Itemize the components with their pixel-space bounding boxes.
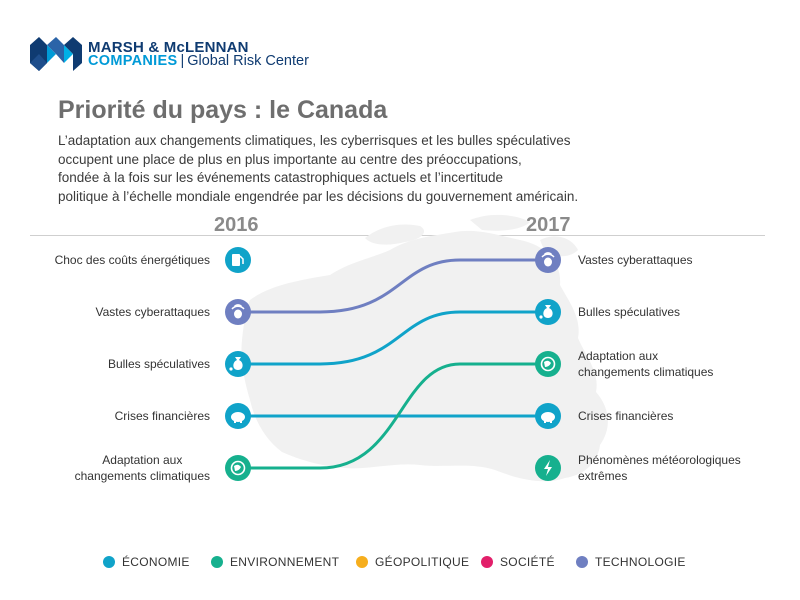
left-rank-label: Bulles spéculatives [108, 356, 210, 372]
legend-item-societe: SOCIÉTÉ [481, 553, 555, 571]
rank-label-line: Vastes cyberattaques [578, 253, 693, 267]
legend-label: GÉOPOLITIQUE [375, 555, 470, 569]
rank-link-line [238, 362, 548, 470]
left-rank-label: Vastes cyberattaques [95, 304, 210, 320]
left-rank-label: Crises financières [115, 408, 210, 424]
left-rank-label: Choc des coûts énergétiques [55, 252, 210, 268]
rank-link-line [238, 258, 548, 314]
logo-text-line1: MARSH & McLENNAN [88, 39, 249, 56]
year-label-right: 2017 [526, 214, 571, 236]
legend: ÉCONOMIE ENVIRONNEMENT GÉOPOLITIQUE SOCI… [0, 553, 800, 571]
right-rank-label: Crises financières [578, 408, 673, 424]
logo-companies: COMPANIES [88, 53, 178, 69]
legend-label: SOCIÉTÉ [500, 555, 555, 569]
legend-dot [103, 556, 115, 568]
right-rank-label: Vastes cyberattaques [578, 252, 693, 268]
money-bag-icon [225, 351, 251, 377]
logo-separator: | [180, 53, 185, 69]
description-line: politique à l’échelle mondiale engendrée… [58, 188, 579, 204]
legend-label: ENVIRONNEMENT [230, 555, 340, 569]
description-line: L’adaptation aux changements climatiques… [58, 133, 571, 148]
description-line: occupent une place de plus en plus impor… [58, 151, 522, 167]
year-label-left: 2016 [214, 214, 259, 236]
rank-label-line: Adaptation aux [102, 453, 183, 467]
legend-dot [481, 556, 493, 568]
piggy-bank-icon [535, 403, 561, 429]
gas-pump-icon [225, 247, 251, 273]
rank-label-line: Choc des coûts énergétiques [54, 253, 210, 267]
logo-mark-icon [30, 37, 82, 71]
rank-label-line: Phénomènes météorologiques [578, 453, 741, 467]
left-rank-label: Adaptation aux changements climatiques [75, 452, 210, 484]
description: L’adaptation aux changements climatiques… [58, 132, 698, 206]
rank-label-line: Adaptation aux [578, 349, 659, 363]
legend-item-technologie: TECHNOLOGIE [576, 553, 686, 571]
description-line: fondée à la fois sur les événements cata… [58, 170, 504, 185]
money-bag-icon [535, 299, 561, 325]
rank-label-line: extrêmes [578, 469, 628, 483]
cyber-alien-icon [535, 247, 561, 273]
legend-item-economie: ÉCONOMIE [103, 553, 190, 571]
legend-label: ÉCONOMIE [122, 555, 190, 569]
lightning-icon [535, 455, 561, 481]
piggy-bank-icon [225, 403, 251, 429]
legend-label: TECHNOLOGIE [595, 555, 686, 569]
logo-subtitle: Global Risk Center [187, 53, 309, 69]
globe-thermometer-icon [225, 455, 251, 481]
right-rank-label: Phénomènes météorologiques extrêmes [578, 452, 741, 484]
rank-label-line: changements climatiques [74, 469, 210, 483]
rank-label-line: Bulles spéculatives [107, 357, 210, 371]
legend-dot [356, 556, 368, 568]
canada-map-background [241, 214, 608, 482]
right-rank-label: Bulles spéculatives [578, 304, 680, 320]
right-rank-label: Adaptation aux changements climatiques [578, 348, 713, 380]
rank-label-line: Bulles spéculatives [578, 305, 681, 319]
rank-label-line: Vastes cyberattaques [95, 305, 210, 319]
rank-label-line: Crises financières [114, 409, 210, 423]
company-logo: MARSH & McLENNAN COMPANIES | Global Risk C… [30, 37, 330, 71]
rank-link-line [238, 310, 548, 366]
rank-label-line: Crises financières [578, 409, 674, 423]
cyber-alien-icon [225, 299, 251, 325]
legend-dot [211, 556, 223, 568]
legend-item-geopolitique: GÉOPOLITIQUE [356, 553, 469, 571]
globe-thermometer-icon [535, 351, 561, 377]
legend-item-environnement: ENVIRONNEMENT [211, 553, 339, 571]
logo-text-line2: COMPANIES | Global Risk Center [88, 53, 309, 69]
rank-label-line: changements climatiques [578, 365, 714, 379]
legend-dot [576, 556, 588, 568]
page-title: Priorité du pays : le Canada [58, 96, 388, 124]
icons-layer [225, 247, 561, 481]
links-layer [238, 258, 548, 470]
